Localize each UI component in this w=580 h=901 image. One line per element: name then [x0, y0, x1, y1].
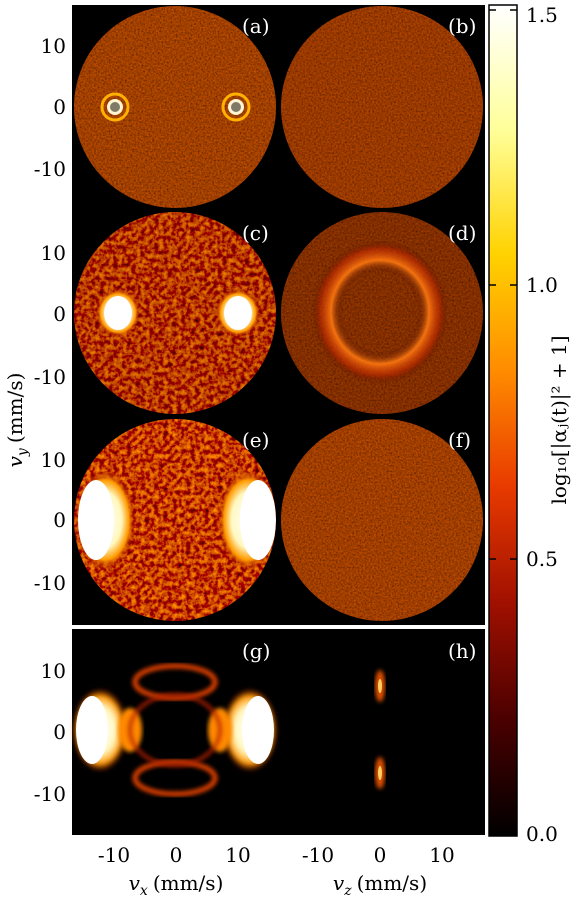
colorbar-tick-label: 0.5: [526, 547, 558, 571]
y-ticks: 10 0 -10 10 0 -10 10 0 -10 10 0 -10: [34, 34, 66, 806]
panel-g: [72, 663, 278, 797]
panel-label-e: (e): [242, 428, 269, 452]
x-axis-var: v: [129, 871, 141, 895]
panel-label-h: (h): [448, 639, 477, 663]
y-tick-label: -10: [34, 571, 66, 595]
x-tick-label: 0: [374, 843, 387, 867]
y-axis-var: v: [3, 455, 27, 467]
panel-e: [74, 419, 276, 621]
y-axis-title: vy (mm/s): [3, 373, 31, 468]
colorbar-gradient: [488, 4, 518, 837]
y-tick-label: -10: [34, 365, 66, 389]
x-tick-label: -10: [98, 843, 130, 867]
colorbar: 0.0 0.5 1.0 1.5 log₁₀[|αⱼ(t)|² + 1]: [488, 3, 572, 846]
panel-label-a: (a): [242, 14, 270, 38]
z-axis-unit: (mm/s): [357, 871, 428, 895]
panel-label-d: (d): [448, 221, 476, 245]
panel-label-c: (c): [242, 221, 269, 245]
colorbar-tick-label: 1.5: [526, 3, 558, 27]
y-tick-label: 0: [53, 302, 66, 326]
x-axis-title-left: vx (mm/s): [129, 871, 224, 899]
y-axis-sub: y: [15, 447, 31, 457]
colorbar-title: log₁₀[|αⱼ(t)|² + 1]: [547, 335, 572, 504]
panel-h: [375, 670, 385, 789]
panel-c: [74, 212, 276, 414]
y-tick-label: 0: [53, 720, 66, 744]
panel-d: [281, 212, 483, 414]
y-tick-label: 0: [53, 95, 66, 119]
x-axis-sub: x: [140, 883, 148, 899]
panel-label-b: (b): [448, 14, 476, 38]
panel-label-g: (g): [242, 639, 270, 663]
z-axis-sub: z: [343, 883, 352, 899]
x-axis-title-right: vz (mm/s): [333, 871, 427, 899]
y-tick-label: 10: [41, 448, 66, 472]
x-tick-label: 10: [225, 843, 250, 867]
x-tick-label: 10: [429, 843, 454, 867]
y-tick-label: 10: [41, 659, 66, 683]
y-tick-label: -10: [34, 782, 66, 806]
panel-a: [74, 6, 276, 208]
y-tick-label: 10: [41, 34, 66, 58]
z-axis-var: v: [333, 871, 345, 895]
y-axis-unit: (mm/s): [3, 373, 27, 444]
x-ticks-right: -10 0 10: [302, 843, 455, 867]
y-tick-label: 10: [41, 241, 66, 265]
x-tick-label: -10: [302, 843, 334, 867]
colorbar-tick-label: 1.0: [526, 273, 558, 297]
panel-f: [281, 419, 483, 621]
y-tick-label: -10: [34, 157, 66, 181]
x-axis-unit: (mm/s): [153, 871, 224, 895]
x-tick-label: 0: [170, 843, 183, 867]
x-ticks-left: -10 0 10: [98, 843, 251, 867]
y-tick-label: 0: [53, 508, 66, 532]
colorbar-tick-label: 0.0: [526, 822, 558, 846]
panel-b: [281, 6, 483, 208]
panel-label-f: (f): [448, 428, 471, 452]
